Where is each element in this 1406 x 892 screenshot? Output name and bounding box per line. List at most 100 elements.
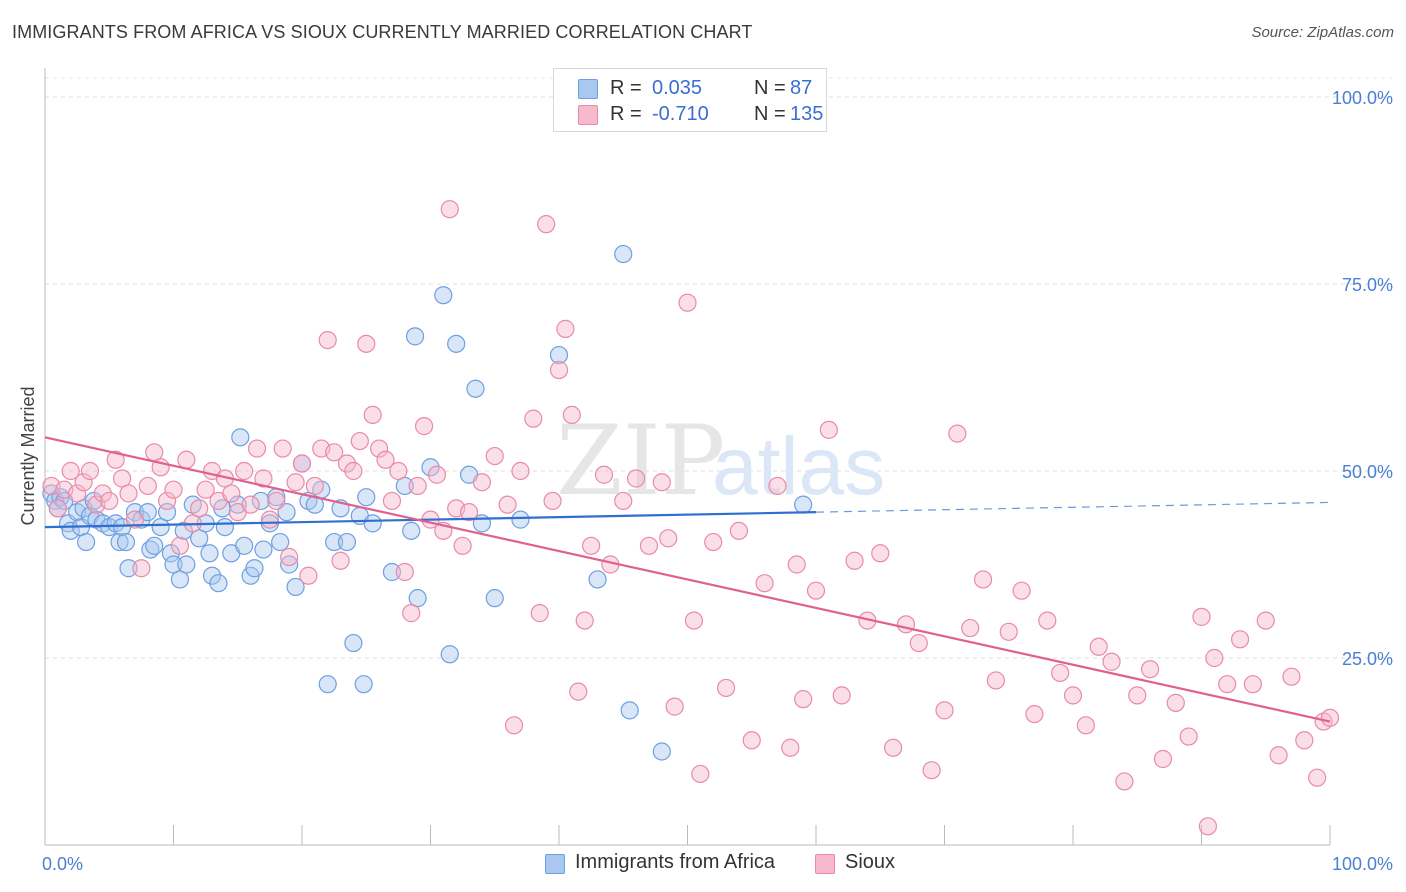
data-point [1269,746,1288,765]
data-point [549,345,569,365]
data-point [402,521,421,540]
data-point [543,491,562,511]
data-point [909,633,928,653]
data-point [344,633,363,653]
data-point [112,469,132,488]
data-point [562,405,581,424]
data-point [370,439,389,458]
data-point [254,540,273,559]
data-point [1115,772,1134,791]
data-point [286,473,305,492]
data-point [251,491,270,511]
data-point [245,559,264,578]
data-point [652,742,671,761]
data-point [376,450,395,469]
data-point [382,562,402,582]
data-point [530,604,549,623]
legend-r-value: -0.710 [652,103,709,125]
data-point [659,529,678,548]
data-point [871,544,890,563]
data-point [678,293,697,312]
data-point [277,503,296,522]
data-point [389,461,408,481]
legend-r-label: R = [610,103,642,125]
data-point [80,461,100,481]
data-point [440,645,459,664]
data-point [845,551,864,570]
data-point [485,446,504,466]
data-point [524,409,543,428]
data-point [948,424,967,443]
data-point [164,480,183,499]
legend-n-value: 135 [790,103,824,125]
data-point [408,476,427,496]
data-point [434,286,453,305]
y-tick-label: 50.0% [1342,462,1393,482]
data-point [832,686,851,705]
data-point [427,465,447,484]
data-point [286,577,305,597]
data-point [215,517,234,537]
data-point [1308,768,1327,787]
data-point [280,547,299,567]
data-point [100,491,119,511]
data-point [164,555,183,574]
data-point [414,417,434,436]
data-point [1205,648,1224,668]
data-point [231,428,250,447]
data-point [132,559,151,578]
data-point [145,536,164,555]
data-point [716,678,736,698]
data-point [1063,686,1083,705]
data-point [318,331,337,350]
data-point [440,200,459,219]
trend-line [44,436,1331,723]
legend-n-label: N = [754,103,786,125]
data-point [1230,630,1250,649]
data-point [190,529,209,548]
data-point [1051,663,1070,683]
data-point [896,615,916,634]
data-point [1295,731,1314,750]
data-point [331,551,350,570]
data-point [177,555,196,574]
data-point [961,618,980,638]
data-point [466,379,485,398]
data-point [459,503,479,522]
data-point [883,738,903,757]
data-point [1076,716,1095,735]
data-point [125,510,145,529]
legend-swatch-africa [578,79,598,99]
series-immigrants-from-africa [42,244,813,761]
data-point [119,484,138,503]
data-point [190,499,209,518]
data-point [691,764,710,784]
data-point [742,731,761,750]
data-point [228,495,247,514]
data-point [511,461,530,481]
data-point [222,484,241,503]
data-point [318,675,337,694]
data-point [1025,704,1044,724]
data-point [110,532,129,552]
data-point [305,476,324,496]
data-point [93,484,112,503]
bottom-legend-swatch-africa [545,854,565,874]
data-point [106,450,125,469]
data-point [267,491,286,511]
data-point [1179,727,1198,746]
data-point [337,532,357,552]
data-point [170,536,190,555]
legend-r-label: R = [610,77,642,99]
data-point [292,454,312,473]
legend-n-value: 87 [790,77,813,99]
data-point [1102,652,1121,671]
data-point [405,327,425,346]
data-point [325,443,344,462]
x-tick-label-right: 100.0% [1332,854,1393,874]
data-point [280,555,299,574]
trend-lines [44,436,1331,723]
data-point [299,566,318,585]
data-point [354,675,373,694]
